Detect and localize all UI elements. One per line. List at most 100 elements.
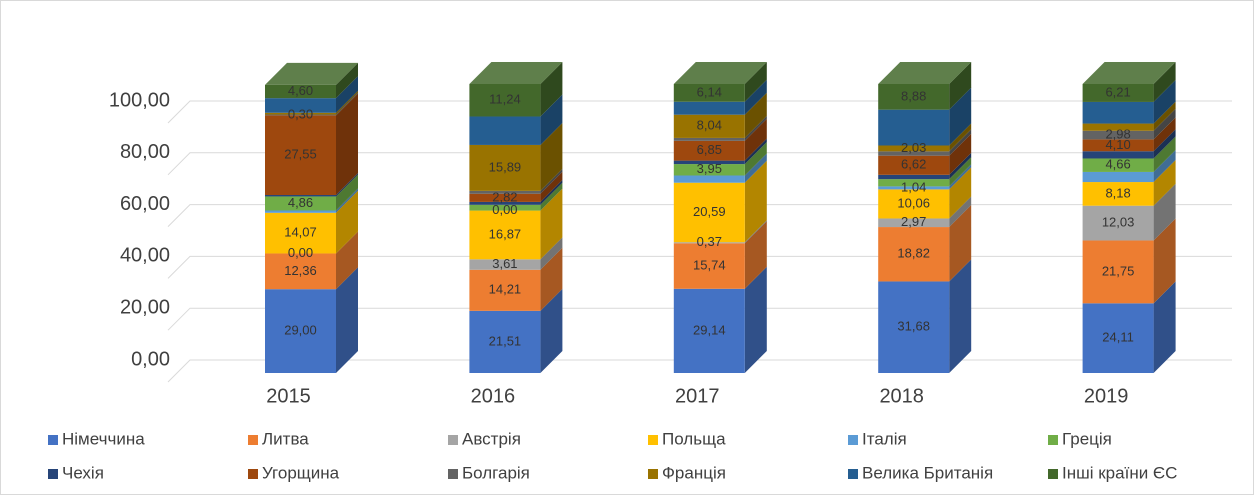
legend-label: Італія xyxy=(862,429,907,448)
bar-segment xyxy=(673,221,767,289)
legend-label: Угорщина xyxy=(262,463,340,482)
bar-side xyxy=(949,164,972,190)
data-label: 8,04 xyxy=(697,118,722,133)
bar-segment xyxy=(469,247,563,311)
bar xyxy=(878,145,950,152)
bar-segment xyxy=(673,220,767,244)
legend-label: Франція xyxy=(662,463,726,482)
bar xyxy=(469,310,541,373)
data-label: 12,03 xyxy=(1102,215,1135,230)
data-label: 4,10 xyxy=(1105,137,1130,152)
bar-side xyxy=(336,76,358,113)
bar xyxy=(1082,182,1154,206)
y-tick-label: 60,00 xyxy=(120,193,170,215)
data-label: 2,03 xyxy=(901,140,926,155)
bar-segment xyxy=(878,129,972,156)
bar-side xyxy=(1153,62,1176,102)
bar-side xyxy=(949,123,972,152)
bar xyxy=(469,84,541,117)
bar-segment xyxy=(878,152,972,180)
bar-segment xyxy=(265,190,358,254)
data-label: 31,68 xyxy=(897,319,930,334)
data-label: 3,95 xyxy=(697,161,722,176)
legend-label: Інші країни ЄС xyxy=(1062,463,1177,482)
bar-top xyxy=(878,62,972,84)
bar xyxy=(673,242,745,244)
legend-swatch xyxy=(1048,469,1058,479)
data-label: 2,98 xyxy=(1105,127,1130,142)
bar-top xyxy=(469,62,563,84)
x-tick-label: 2017 xyxy=(675,385,720,407)
legend-label: Велика Британія xyxy=(862,463,993,482)
bar-side xyxy=(336,231,358,290)
bar-side xyxy=(744,153,767,183)
bar-side xyxy=(744,220,767,244)
bar-side xyxy=(949,133,972,175)
bar xyxy=(469,204,541,211)
bar-segment xyxy=(1082,117,1176,152)
x-tick-label: 2018 xyxy=(879,385,924,407)
y-tick-label: 80,00 xyxy=(120,141,170,163)
bar-side xyxy=(1153,108,1176,140)
bar xyxy=(673,140,745,161)
bar-segment xyxy=(878,123,972,152)
bar xyxy=(265,195,336,197)
x-tick-label: 2016 xyxy=(471,385,516,407)
bar xyxy=(878,109,950,146)
bar-segment xyxy=(673,62,767,102)
data-label: 0,30 xyxy=(288,106,313,121)
bar xyxy=(1082,130,1154,140)
bar xyxy=(469,193,541,202)
bar-segment xyxy=(878,196,972,228)
bar-segment xyxy=(1082,136,1176,172)
y-tick-label: 0,00 xyxy=(131,348,170,370)
bar-segment xyxy=(878,62,972,110)
legend-swatch xyxy=(48,469,58,479)
bar xyxy=(469,269,541,311)
legend-label: Греція xyxy=(1062,429,1112,448)
legend-swatch xyxy=(648,469,658,479)
bar-side xyxy=(744,62,767,102)
legend-swatch xyxy=(448,435,458,445)
bar xyxy=(1082,139,1154,152)
bar xyxy=(673,137,745,141)
bar-segment xyxy=(878,259,972,373)
data-label: 29,00 xyxy=(284,323,317,338)
data-label: 18,82 xyxy=(897,246,930,261)
bar xyxy=(265,115,336,196)
bar-segment xyxy=(673,142,767,176)
x-tick-label: 2015 xyxy=(266,385,311,407)
bar-segment xyxy=(265,174,358,211)
data-label: 8,88 xyxy=(901,88,926,103)
bar xyxy=(673,114,745,138)
bar-segment xyxy=(1082,62,1176,102)
bar xyxy=(1082,123,1154,131)
bar-side xyxy=(336,174,358,211)
bar-side xyxy=(540,188,563,260)
data-label: 0,37 xyxy=(697,234,722,249)
data-label: 10,06 xyxy=(897,195,930,210)
bar-segment xyxy=(1082,218,1176,304)
bar xyxy=(673,160,745,165)
bar xyxy=(469,201,541,205)
bar-side xyxy=(540,247,563,311)
data-label: 12,36 xyxy=(284,263,317,278)
bar-side xyxy=(1153,149,1176,183)
bar-segment xyxy=(673,266,767,373)
bar xyxy=(878,84,950,110)
bar-side xyxy=(540,94,563,145)
bar-segment xyxy=(469,179,563,205)
bar-segment xyxy=(878,167,972,219)
bar-segment xyxy=(469,171,563,202)
legend-swatch xyxy=(1048,435,1058,445)
bar-segment xyxy=(1082,160,1176,206)
bar-side xyxy=(949,196,972,228)
bar-side xyxy=(1153,160,1176,206)
bar-side xyxy=(744,92,767,138)
bar xyxy=(673,175,745,183)
bar xyxy=(265,112,336,115)
bar-side xyxy=(540,237,563,270)
bar-segment xyxy=(673,118,767,161)
bar-side xyxy=(336,92,358,116)
